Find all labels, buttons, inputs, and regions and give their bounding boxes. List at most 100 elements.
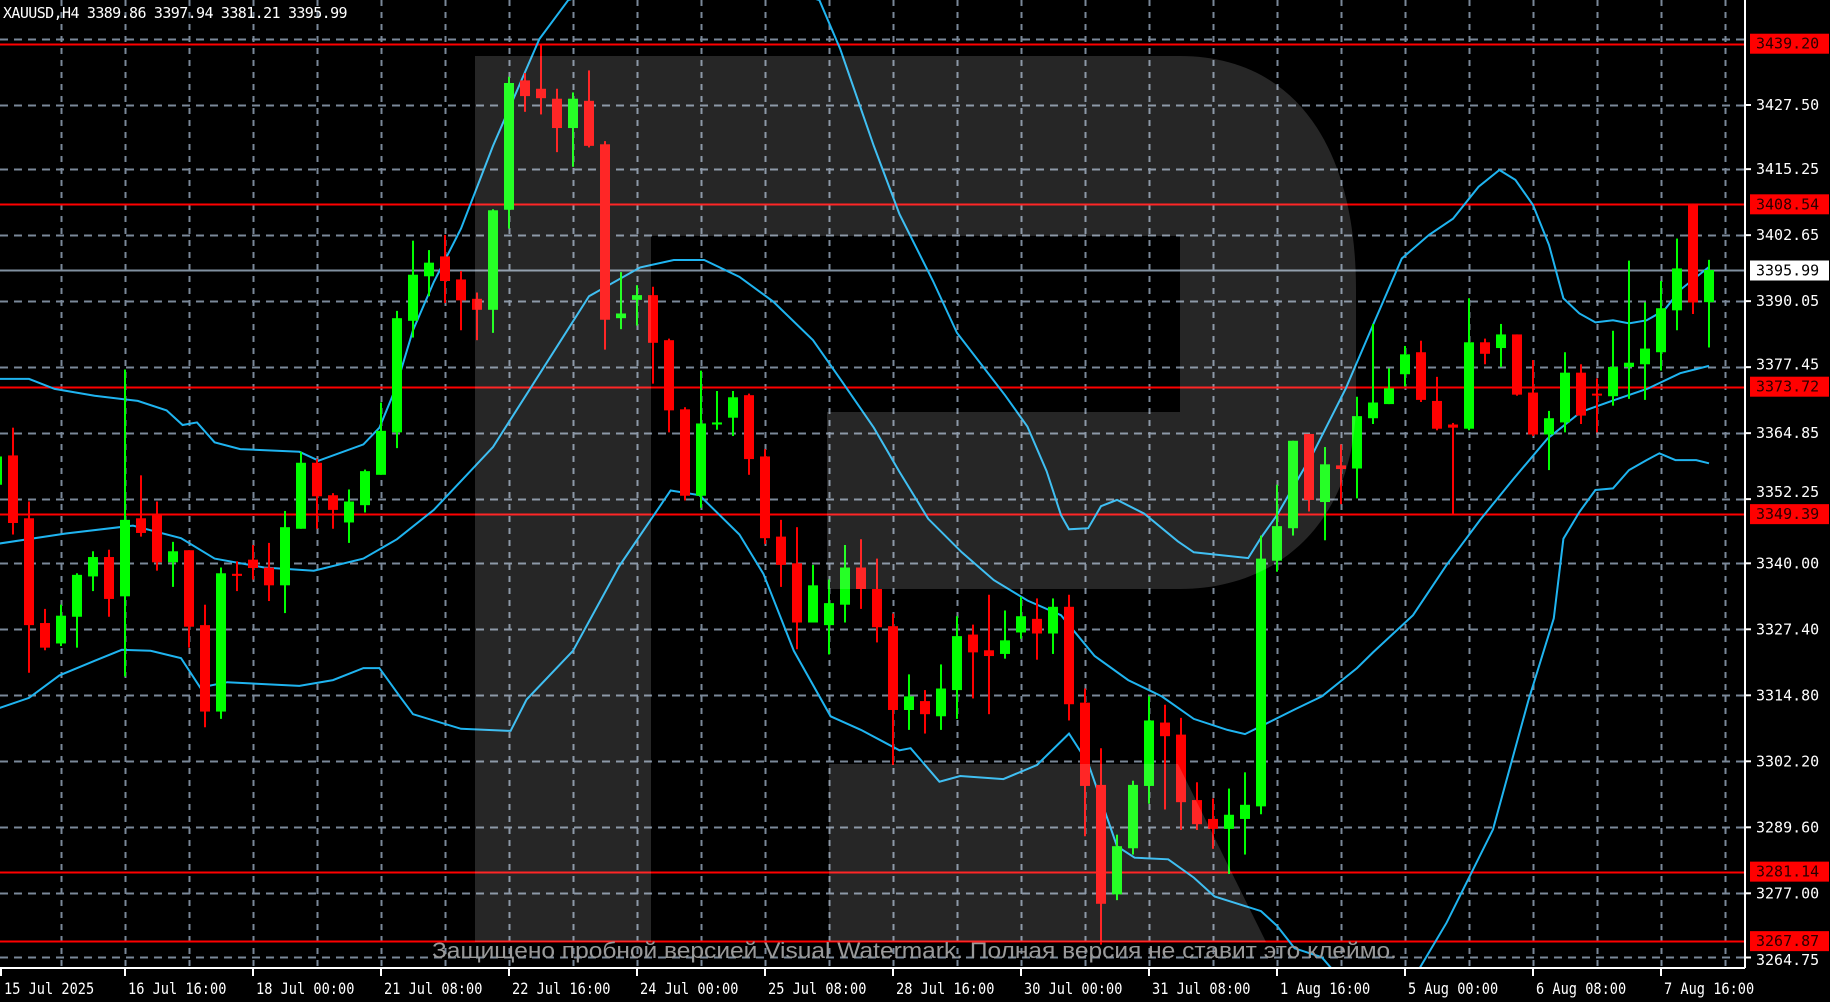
time-tick-label: 6 Aug 08:00	[1536, 979, 1626, 998]
candle-body	[392, 318, 402, 433]
candle-bearish	[648, 286, 658, 384]
time-tick-label: 25 Jul 08:00	[768, 979, 866, 998]
candle-bearish	[680, 407, 690, 501]
candle-body	[1144, 720, 1154, 786]
candle-bearish	[1208, 798, 1218, 849]
candles	[0, 44, 1714, 945]
candle-body	[24, 518, 34, 626]
high-value: 3397.94	[153, 4, 214, 22]
candle-body	[168, 551, 178, 563]
candle-bullish	[1544, 410, 1554, 471]
price-tick-label: 3289.60	[1756, 818, 1819, 836]
price-tick-label: 3377.45	[1756, 356, 1819, 374]
candle-body	[1192, 800, 1202, 825]
candle-body	[648, 295, 658, 343]
candle-body	[136, 518, 146, 533]
candle-body	[1480, 342, 1490, 354]
candle-body	[760, 456, 770, 539]
candle-bullish	[904, 674, 914, 730]
candle-bearish	[1096, 748, 1106, 945]
candle-bearish	[760, 449, 770, 544]
candle-body	[1416, 352, 1426, 400]
candle-bullish	[712, 390, 722, 430]
candle-body	[1704, 270, 1714, 303]
time-axis[interactable]: 15 Jul 2025 16 Jul 16:00 18 Jul 00:00 21 Ju…	[0, 968, 1754, 998]
time-tick-label: 30 Jul 00:00	[1024, 979, 1122, 998]
logo-watermark	[475, 56, 1356, 942]
candle-bearish	[1064, 594, 1074, 721]
candle-body	[248, 559, 258, 569]
candle-bullish	[1368, 323, 1378, 424]
candle-body	[680, 409, 690, 496]
candle-body	[312, 462, 322, 497]
candle-bearish	[1432, 376, 1442, 431]
bollinger-bands	[0, 0, 1710, 968]
candle-body	[1176, 734, 1186, 803]
candle-bearish	[456, 271, 466, 331]
price-axis[interactable]: 3427.50 3415.25 3402.65 3390.05 3377.45 3364.…	[1745, 96, 1819, 969]
candle-body	[968, 634, 978, 653]
candle-body	[1208, 818, 1218, 829]
candle-body	[616, 313, 626, 319]
bid-label-box	[1750, 260, 1829, 281]
candle-bearish	[1528, 360, 1538, 437]
candle-body	[888, 626, 898, 710]
candle-bullish	[1128, 780, 1138, 855]
candle-body	[1640, 348, 1650, 365]
time-tick-label: 24 Jul 00:00	[640, 979, 738, 998]
candle-body	[1160, 722, 1170, 737]
bollinger-middle-band	[0, 259, 1710, 736]
candle-body	[1496, 334, 1506, 349]
horizontal-levels	[0, 43, 1745, 943]
candle-body	[792, 563, 802, 623]
candle-body	[328, 495, 338, 510]
candle-bullish	[1048, 598, 1058, 654]
candle-bullish	[56, 604, 66, 647]
time-tick-label: 5 Aug 00:00	[1408, 979, 1498, 998]
candle-bearish	[536, 44, 546, 115]
candle-bearish	[1512, 334, 1522, 396]
low-value: 3381.21	[220, 4, 281, 22]
candle-bullish	[0, 456, 2, 485]
candle-bullish	[1240, 772, 1250, 855]
time-tick-label: 22 Jul 16:00	[512, 979, 610, 998]
candle-body	[984, 650, 994, 657]
price-tick-label: 3277.00	[1756, 885, 1819, 903]
level-label: 3408.54	[1756, 195, 1819, 213]
candle-bearish	[1480, 338, 1490, 365]
candle-body	[488, 210, 498, 310]
candle-bullish	[1400, 345, 1410, 387]
candle-body	[184, 550, 194, 627]
candle-bearish	[1192, 782, 1202, 830]
candle-body	[1560, 372, 1570, 423]
candle-body	[1608, 366, 1618, 397]
candle-body	[712, 422, 722, 425]
candle-bullish	[1672, 238, 1682, 331]
candle-bullish	[808, 564, 818, 623]
time-tick-label: 15 Jul 2025	[4, 979, 94, 998]
candle-bullish	[296, 451, 306, 529]
candle-body	[1672, 268, 1682, 311]
level-labels: 3439.20 3408.54 3373.72 3349.39 3281.14 3267.…	[1750, 33, 1829, 952]
candle-body	[1288, 440, 1298, 529]
candle-body	[104, 557, 114, 599]
level-label-box	[1750, 376, 1829, 397]
price-tick-label: 3364.85	[1756, 424, 1819, 442]
candle-bearish	[248, 544, 258, 580]
candle-body	[1528, 392, 1538, 435]
candle-body	[120, 519, 130, 597]
candle-body	[744, 395, 754, 460]
bollinger-lower-band	[0, 452, 1710, 968]
candle-bullish	[120, 369, 130, 677]
candle-body	[1368, 402, 1378, 419]
candle-bullish	[216, 567, 226, 719]
candle-bullish	[696, 370, 706, 508]
candle-bullish	[168, 541, 178, 587]
candle-bearish	[920, 690, 930, 734]
candle-bearish	[136, 475, 146, 537]
candle-bullish	[1144, 696, 1154, 804]
candle-body	[40, 623, 50, 648]
candle-bullish	[88, 551, 98, 592]
candle-body	[872, 588, 882, 628]
